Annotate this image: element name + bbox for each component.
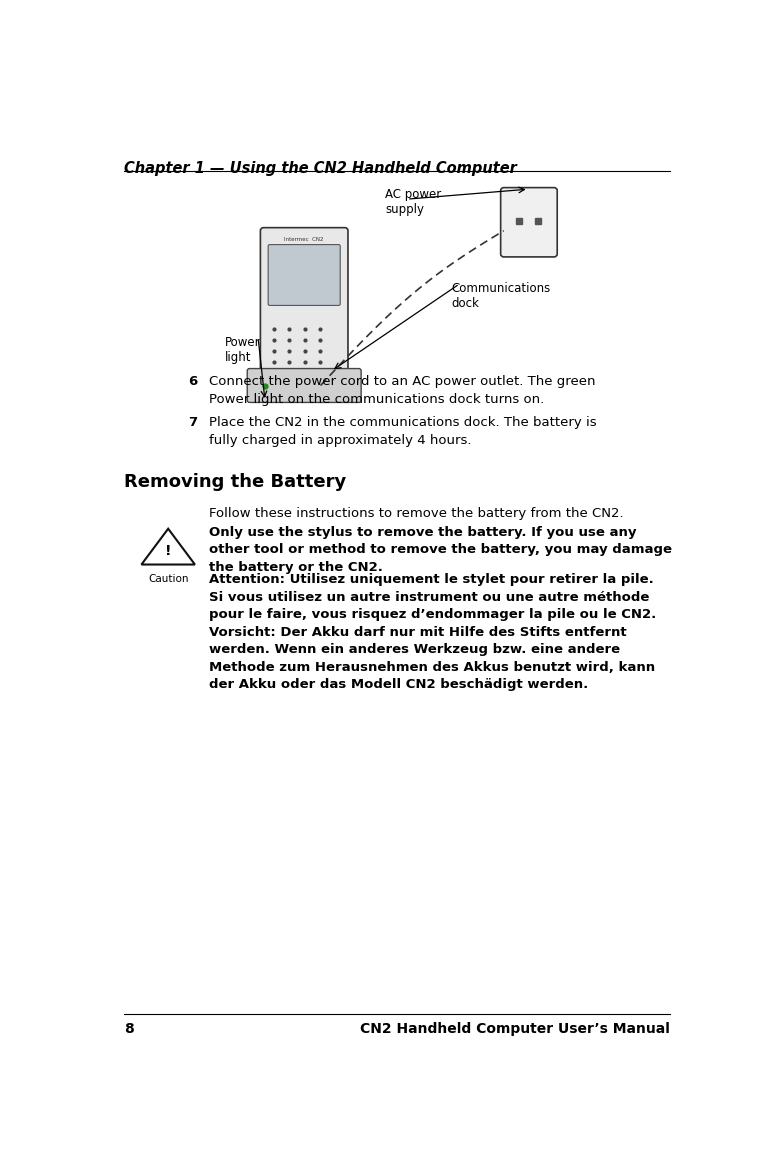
Text: Removing the Battery: Removing the Battery bbox=[124, 473, 346, 491]
Text: AC power
supply: AC power supply bbox=[385, 189, 442, 217]
FancyBboxPatch shape bbox=[247, 368, 361, 402]
Text: Power
light: Power light bbox=[225, 336, 260, 364]
Text: Follow these instructions to remove the battery from the CN2.: Follow these instructions to remove the … bbox=[209, 507, 624, 520]
Text: Communications
dock: Communications dock bbox=[452, 282, 551, 311]
Text: Intermec  CN2: Intermec CN2 bbox=[284, 238, 324, 243]
Text: 7: 7 bbox=[188, 416, 198, 429]
FancyBboxPatch shape bbox=[268, 245, 340, 306]
Text: Connect the power cord to an AC power outlet. The green
Power light on the commu: Connect the power cord to an AC power ou… bbox=[209, 375, 596, 406]
FancyBboxPatch shape bbox=[260, 227, 348, 380]
Text: 6: 6 bbox=[188, 375, 198, 388]
Text: Chapter 1 — Using the CN2 Handheld Computer: Chapter 1 — Using the CN2 Handheld Compu… bbox=[124, 162, 517, 177]
Text: Caution: Caution bbox=[148, 574, 188, 584]
FancyBboxPatch shape bbox=[501, 188, 557, 257]
Polygon shape bbox=[141, 529, 195, 565]
Text: Place the CN2 in the communications dock. The battery is
fully charged in approx: Place the CN2 in the communications dock… bbox=[209, 416, 597, 448]
Text: Attention: Utilisez uniquement le stylet pour retirer la pile.
Si vous utilisez : Attention: Utilisez uniquement le stylet… bbox=[209, 573, 656, 621]
Text: 8: 8 bbox=[124, 1022, 134, 1036]
Text: Only use the stylus to remove the battery. If you use any
other tool or method t: Only use the stylus to remove the batter… bbox=[209, 525, 672, 573]
Text: !: ! bbox=[165, 544, 171, 558]
Text: Vorsicht: Der Akku darf nur mit Hilfe des Stifts entfernt
werden. Wenn ein ander: Vorsicht: Der Akku darf nur mit Hilfe de… bbox=[209, 626, 656, 691]
Text: CN2 Handheld Computer User’s Manual: CN2 Handheld Computer User’s Manual bbox=[360, 1022, 670, 1036]
